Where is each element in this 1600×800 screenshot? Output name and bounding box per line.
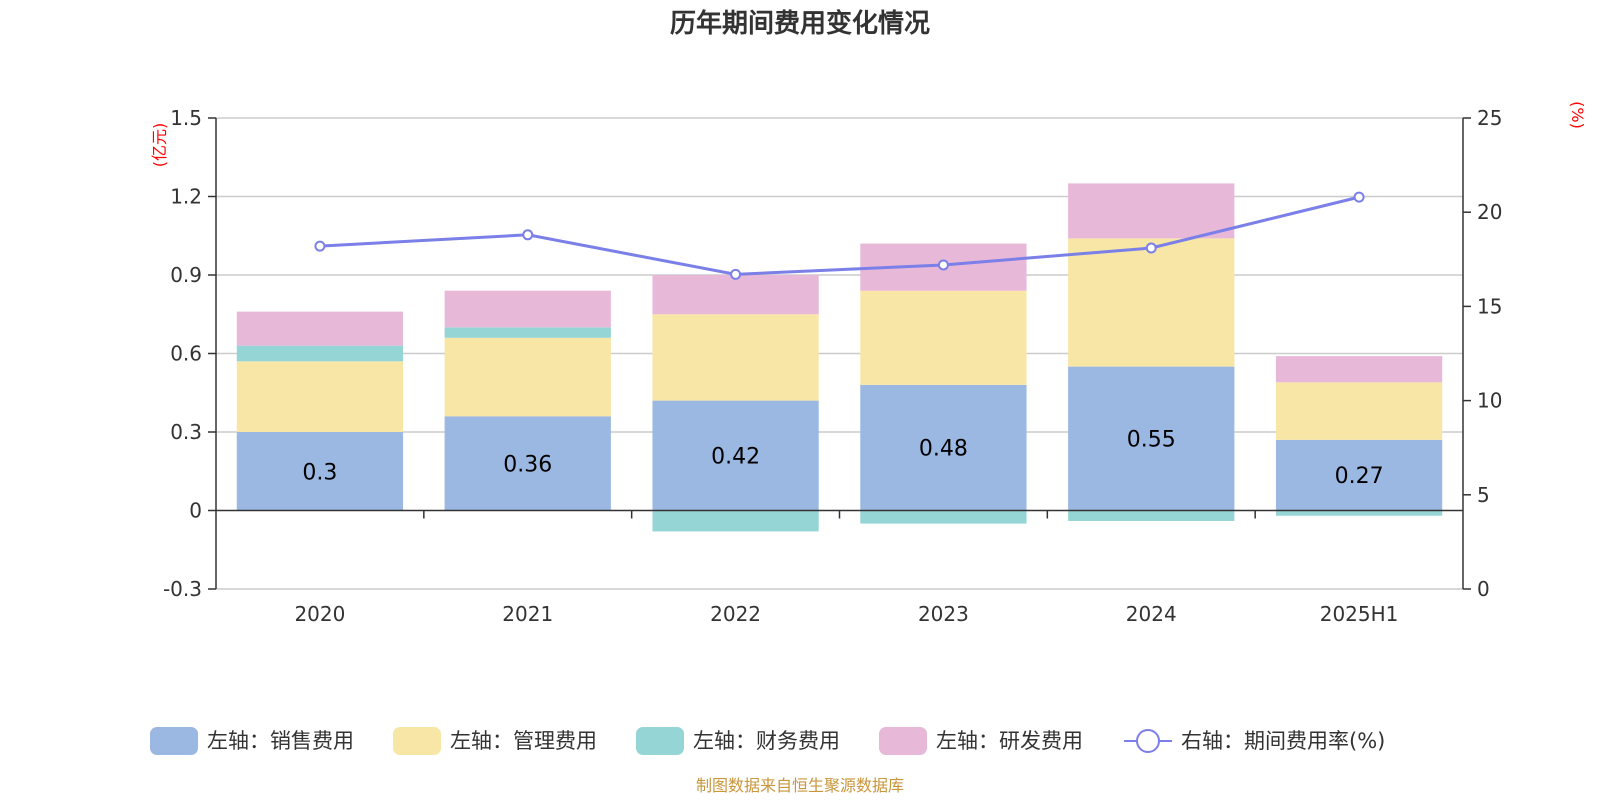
bar	[236, 361, 404, 432]
bar	[1068, 366, 1235, 511]
data-label: 0.27	[1335, 464, 1384, 489]
source-note: 制图数据来自恒生聚源数据库	[696, 776, 904, 795]
legend-label: 左轴：研发费用	[936, 729, 1083, 753]
rate-line	[319, 195, 1360, 276]
rate-point	[730, 268, 742, 280]
x-axis-tick-label: 2024	[1126, 602, 1177, 626]
legend: 左轴：销售费用 左轴：管理费用 左轴：财务费用 左轴：研发费用 右轴：期间费用率(%)	[150, 727, 1385, 755]
bar	[1275, 439, 1443, 511]
bar	[860, 510, 1027, 524]
x-axis-tick-label: 2021	[502, 602, 553, 626]
x-axis-tick-label: 2020	[294, 602, 345, 626]
bar	[652, 314, 819, 401]
bar	[652, 275, 819, 315]
rate-point	[1353, 191, 1365, 203]
bar	[860, 384, 1027, 511]
bar	[860, 290, 1027, 385]
bar	[444, 290, 611, 328]
legend-swatch	[393, 727, 441, 755]
rate-point	[937, 259, 949, 271]
right-axis-tick-label: 15	[1477, 294, 1502, 318]
right-axis-tick-label: 25	[1477, 106, 1502, 130]
bar	[652, 400, 819, 511]
bar	[1068, 238, 1235, 367]
data-label: 0.42	[711, 445, 760, 470]
bar	[444, 327, 611, 338]
bar	[236, 432, 404, 511]
rate-point	[314, 240, 326, 252]
legend-label: 左轴：管理费用	[450, 729, 597, 753]
rate-point	[522, 229, 534, 241]
data-labels: 0.3 0.36 0.42 0.48 0.55 0.27	[302, 428, 1383, 490]
data-label: 0.55	[1127, 428, 1176, 453]
left-axis-tick-label: 0.6	[170, 342, 202, 366]
line-series-group	[314, 191, 1365, 280]
grid-lines	[216, 117, 1463, 590]
bar	[1275, 382, 1443, 440]
right-axis-tick-label: 10	[1477, 389, 1502, 413]
bar-series-group	[236, 183, 1443, 532]
rate-point	[1145, 242, 1157, 254]
left-axis-tick-label: 0.9	[170, 263, 202, 287]
bar	[1068, 510, 1235, 521]
bar	[1275, 510, 1443, 516]
legend-label: 右轴：期间费用率(%)	[1181, 729, 1385, 753]
legend-swatch	[636, 727, 684, 755]
legend-swatch	[879, 727, 927, 755]
left-axis-tick-label: 0.3	[170, 420, 202, 444]
legend-swatch	[150, 727, 198, 755]
left-axis-unit: (亿元)	[150, 123, 169, 168]
data-label: 0.36	[503, 452, 552, 477]
bar	[652, 510, 819, 532]
bar	[1068, 183, 1235, 239]
x-axis-tick-label: 2022	[710, 602, 761, 626]
axes: 1.5 1.2 0.9 0.6 0.3 0 -0.3 25 20 15 10 5 0 2020 2021 20…	[163, 106, 1502, 626]
right-axis-tick-label: 0	[1477, 577, 1490, 601]
left-axis-tick-label: 0	[189, 499, 202, 523]
right-axis-unit: (%)	[1568, 101, 1587, 129]
left-axis-tick-label: 1.5	[170, 106, 202, 130]
right-axis-tick-label: 5	[1477, 483, 1490, 507]
left-axis-tick-label: 1.2	[170, 185, 202, 209]
x-axis-tick-label: 2025H1	[1320, 602, 1399, 626]
bar	[236, 345, 404, 362]
right-axis-tick-label: 20	[1477, 200, 1502, 224]
bar	[444, 337, 611, 417]
legend-marker	[1136, 729, 1160, 753]
left-axis-tick-label: -0.3	[163, 577, 202, 601]
legend-label: 左轴：财务费用	[693, 729, 840, 753]
data-label: 0.48	[919, 437, 968, 462]
bar	[1275, 356, 1443, 383]
chart-title: 历年期间费用变化情况	[670, 8, 930, 39]
bar	[444, 416, 611, 511]
data-label: 0.3	[302, 460, 337, 485]
legend-label: 左轴：销售费用	[207, 729, 354, 753]
x-axis-tick-label: 2023	[918, 602, 969, 626]
bar	[236, 311, 404, 346]
